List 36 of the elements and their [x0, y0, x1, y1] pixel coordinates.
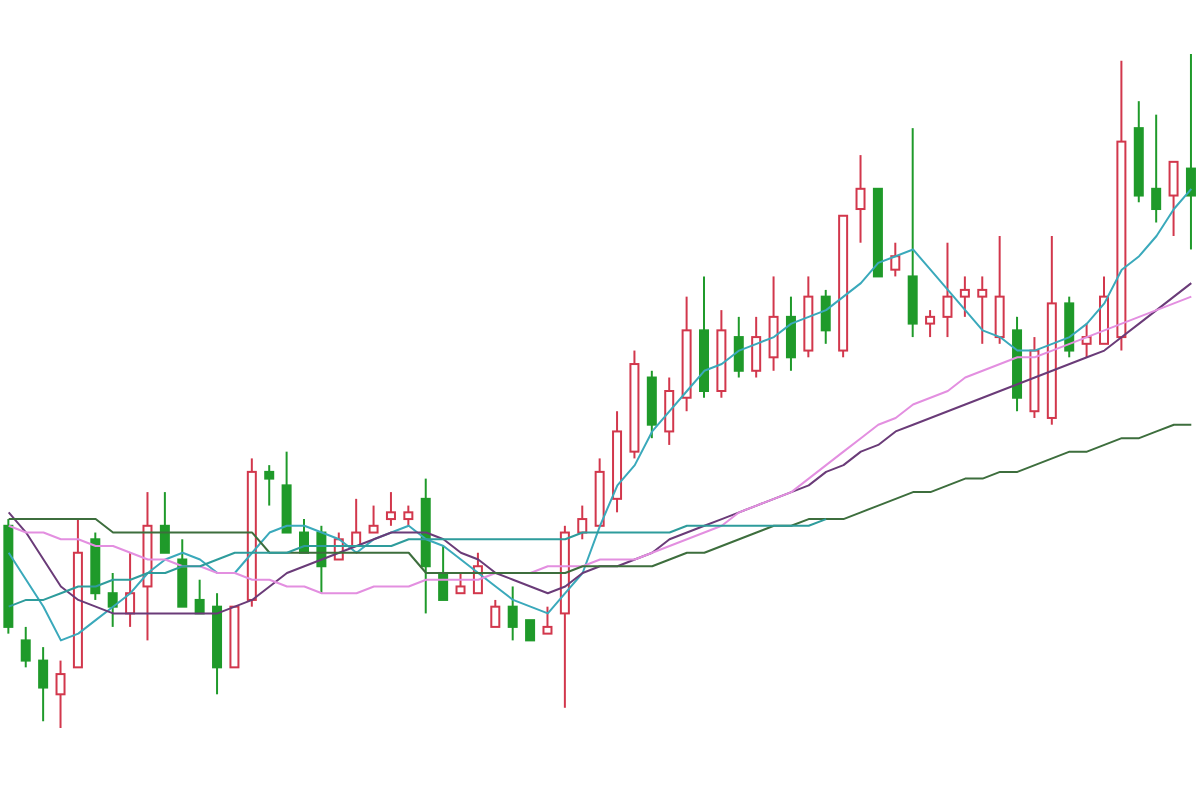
candlestick	[542, 605, 553, 635]
candlestick	[907, 127, 918, 339]
candlestick	[507, 585, 518, 642]
candlestick	[768, 275, 779, 372]
candlestick	[159, 491, 170, 554]
candlestick	[959, 275, 970, 318]
candlestick	[20, 625, 31, 669]
candlestick	[994, 234, 1005, 345]
candlestick	[664, 376, 675, 446]
candlestick	[942, 241, 953, 339]
candlestick	[281, 450, 292, 534]
candlestick	[785, 295, 796, 372]
candlestick	[733, 315, 744, 379]
candlestick	[107, 571, 118, 628]
candlestick	[368, 504, 379, 534]
candlestick	[751, 315, 762, 379]
candlestick	[1185, 54, 1196, 251]
candlestick	[855, 154, 866, 244]
candlestick	[577, 504, 588, 541]
candlestick	[403, 504, 414, 527]
candlestick	[646, 369, 657, 440]
candlestick	[490, 598, 501, 628]
candlestick	[525, 619, 536, 642]
candlestick	[455, 571, 466, 595]
candlestick	[1168, 160, 1179, 237]
candlestick	[264, 464, 275, 507]
candlestick	[890, 241, 901, 278]
candlestick	[1151, 113, 1162, 224]
candlestick	[177, 538, 188, 608]
candlestick	[385, 491, 396, 527]
candlestick	[38, 646, 49, 723]
candlestick	[925, 309, 936, 339]
candlestick	[977, 275, 988, 345]
candlestick	[1064, 295, 1075, 359]
candlestick	[55, 659, 66, 728]
candlestick	[820, 288, 831, 345]
